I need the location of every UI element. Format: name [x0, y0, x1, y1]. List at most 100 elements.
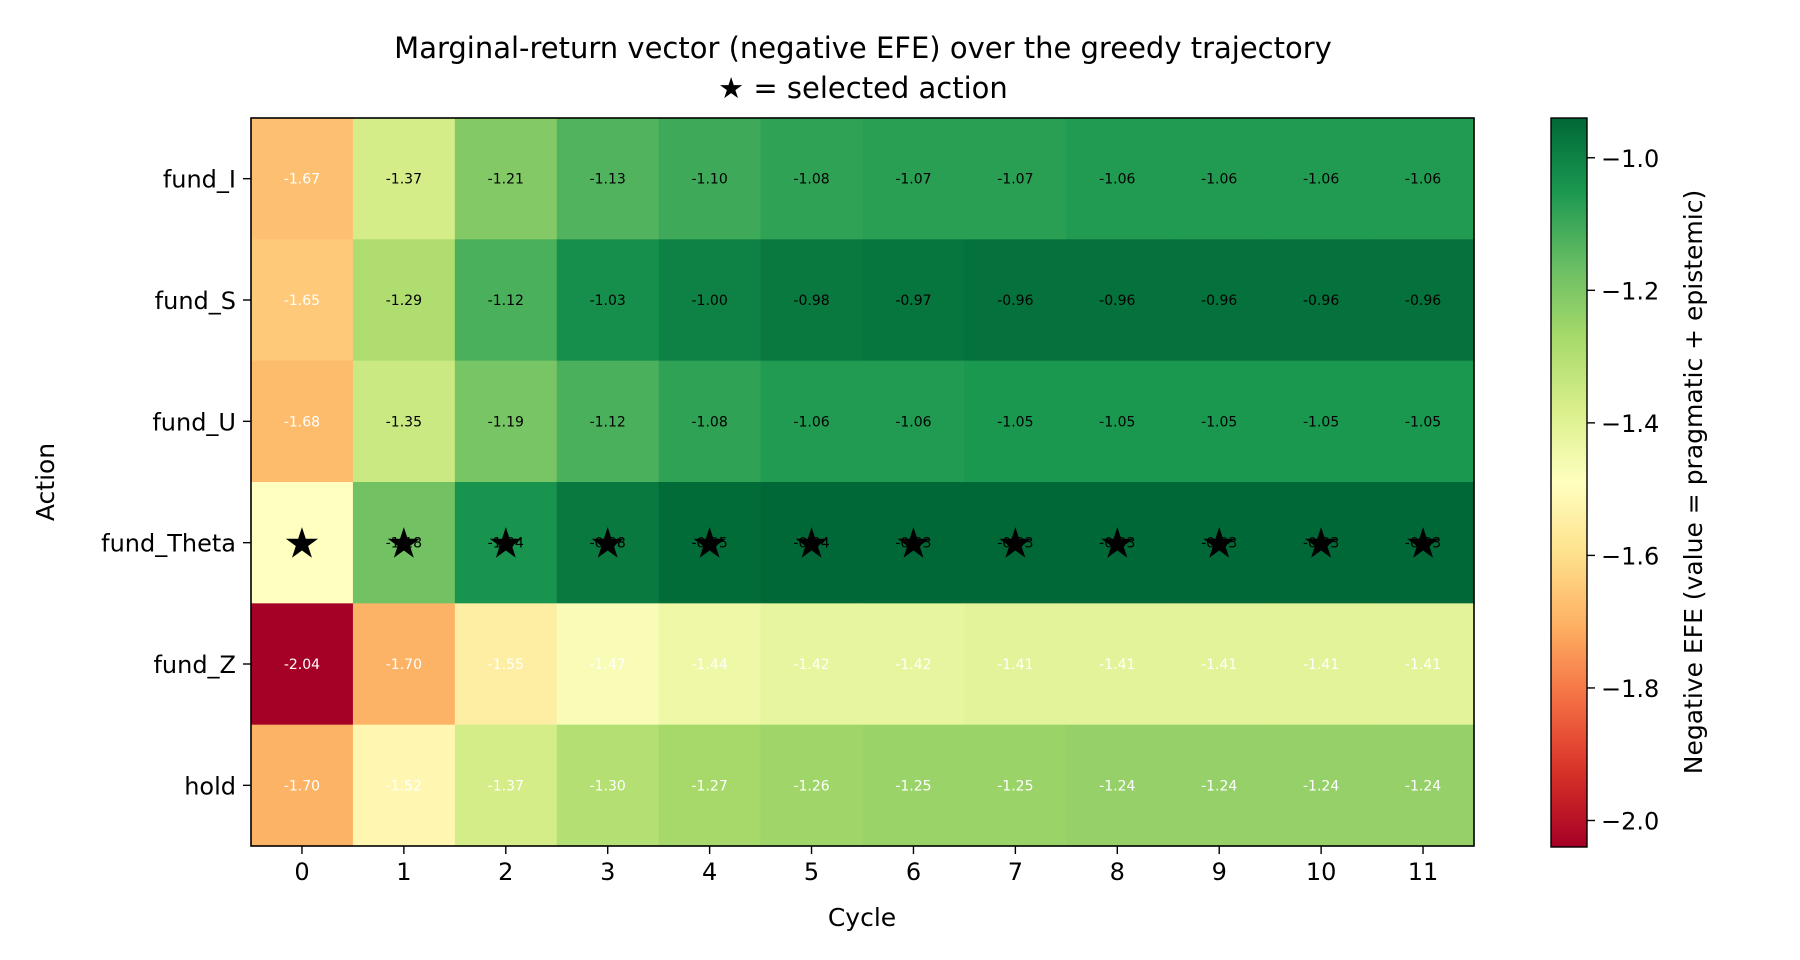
colorbar-tick-label: −1.2 [1601, 277, 1659, 305]
cell-value-label: -1.18 [386, 536, 422, 552]
cell-value-label: -1.03 [590, 293, 626, 309]
cell-value-label: -1.06 [895, 414, 931, 430]
cell-value-label: -0.97 [895, 293, 931, 309]
heatmap-cell [1270, 239, 1373, 362]
cell-value-label: -1.37 [386, 172, 422, 188]
x-tick-label: 4 [702, 858, 717, 886]
y-tick-label: fund_I [163, 166, 236, 194]
selected-action-star: ★ [691, 519, 729, 568]
cell-value-label: -1.41 [997, 657, 1033, 673]
heatmap-cell [251, 239, 354, 362]
heatmap-cell [454, 360, 558, 483]
heatmap-cell [964, 360, 1067, 483]
cell-value-label: -1.04 [488, 536, 524, 552]
colorbar-tick-label: −2.0 [1601, 807, 1659, 835]
cell-value-label: -1.70 [386, 657, 422, 673]
cell-value-label: -1.06 [1201, 172, 1237, 188]
cell-value-label: -1.07 [895, 172, 931, 188]
cell-value-label: -1.67 [284, 172, 320, 188]
cell-value-label: -0.98 [590, 536, 626, 552]
cell-value-label: -1.52 [386, 778, 422, 794]
cell-value-label: -1.24 [1099, 778, 1135, 794]
x-axis-ticks: 0 1 2 3 4 5 6 7 8 9 10 11 [294, 846, 1438, 886]
heatmap-cell [1372, 603, 1475, 726]
cell-value-label: -1.65 [284, 293, 320, 309]
y-tick-label: fund_Theta [101, 530, 236, 558]
heatmap-cell [1372, 724, 1475, 847]
cell-value-label: -1.21 [488, 172, 524, 188]
heatmap-cell [964, 724, 1067, 847]
colorbar-ticks: −1.0 −1.2 −1.4 −1.6 −1.8 −2.0 [1587, 145, 1659, 835]
heatmap-cell [1168, 360, 1271, 483]
cell-value-label: -1.41 [1201, 657, 1237, 673]
heatmap-cell [760, 360, 864, 483]
heatmap-cell [862, 724, 966, 847]
heatmap-cell [1270, 360, 1373, 483]
cell-value-label: -1.08 [692, 414, 728, 430]
heatmap-cell [556, 239, 660, 362]
heatmap-cell [1066, 724, 1169, 847]
heatmap-cell [352, 482, 456, 604]
heatmap-cell [1372, 360, 1475, 483]
heatmap-cell [1066, 360, 1169, 483]
heatmap-cell [1168, 603, 1271, 726]
selected-action-star: ★ [589, 519, 627, 568]
heatmap-cell [251, 360, 354, 483]
heatmap-cell [658, 360, 762, 483]
heatmap-cell [862, 482, 966, 604]
heatmap-cell [1372, 118, 1475, 240]
heatmap-cell [658, 603, 762, 726]
x-tick-label: 6 [906, 858, 921, 886]
colorbar-tick-label: −1.4 [1601, 410, 1659, 438]
heatmap-cell [352, 724, 456, 847]
colorbar [1550, 117, 1588, 848]
cell-value-label: -2.04 [284, 657, 320, 673]
heatmap-cell [658, 482, 762, 604]
cell-value-label: -1.05 [997, 414, 1033, 430]
heatmap-cell [964, 603, 1067, 726]
cell-value-label: -1.35 [386, 414, 422, 430]
heatmap-cell [658, 239, 762, 362]
heatmap-cell [862, 239, 966, 362]
heatmap-cell [1372, 239, 1475, 362]
x-tick-label: 0 [294, 858, 309, 886]
heatmap-cell [964, 118, 1067, 240]
chart-subtitle: ★ = selected action [718, 71, 1008, 105]
cell-value-label: -1.10 [692, 172, 728, 188]
x-axis-label: Cycle [828, 903, 896, 932]
y-tick-label: fund_S [155, 287, 236, 315]
cell-value-label: -1.13 [590, 172, 626, 188]
cell-value-label: -1.06 [1303, 172, 1339, 188]
heatmap-cell [1066, 118, 1169, 240]
cell-value-label: -1.06 [1405, 172, 1441, 188]
plot-frame [250, 117, 1475, 847]
cell-value-label: -1.41 [1099, 657, 1135, 673]
x-tick-label: 1 [396, 858, 411, 886]
cell-value-label: -1.08 [793, 172, 829, 188]
heatmap-cell [556, 724, 660, 847]
heatmap-cell [556, 118, 660, 240]
y-tick-label: fund_U [152, 408, 236, 436]
cell-value-label: -1.05 [1405, 414, 1441, 430]
heatmap-cell [760, 724, 864, 847]
heatmap-cell [251, 603, 354, 726]
cell-value-label: -1.68 [284, 414, 320, 430]
heatmap-cell [251, 118, 354, 240]
cell-value-label: -1.00 [692, 293, 728, 309]
heatmap-cell [862, 118, 966, 240]
heatmap-cell [760, 118, 864, 240]
heatmap-cell [760, 239, 864, 362]
cell-value-label: -1.44 [692, 657, 728, 673]
heatmap-cell [1372, 482, 1475, 604]
colorbar-label: Negative EFE (value = pragmatic + episte… [1679, 190, 1708, 775]
selected-action-star: ★ [997, 519, 1035, 568]
selected-action-star: ★ [1098, 519, 1136, 568]
heatmap-cell [251, 482, 354, 604]
selected-action-star: ★ [895, 519, 933, 568]
selected-action-star: ★ [385, 519, 423, 568]
selected-action-star: ★ [1200, 519, 1238, 568]
heatmap-cell [454, 724, 558, 847]
cell-value-label: -1.41 [1405, 657, 1441, 673]
cell-value-label: -0.94 [793, 536, 829, 552]
